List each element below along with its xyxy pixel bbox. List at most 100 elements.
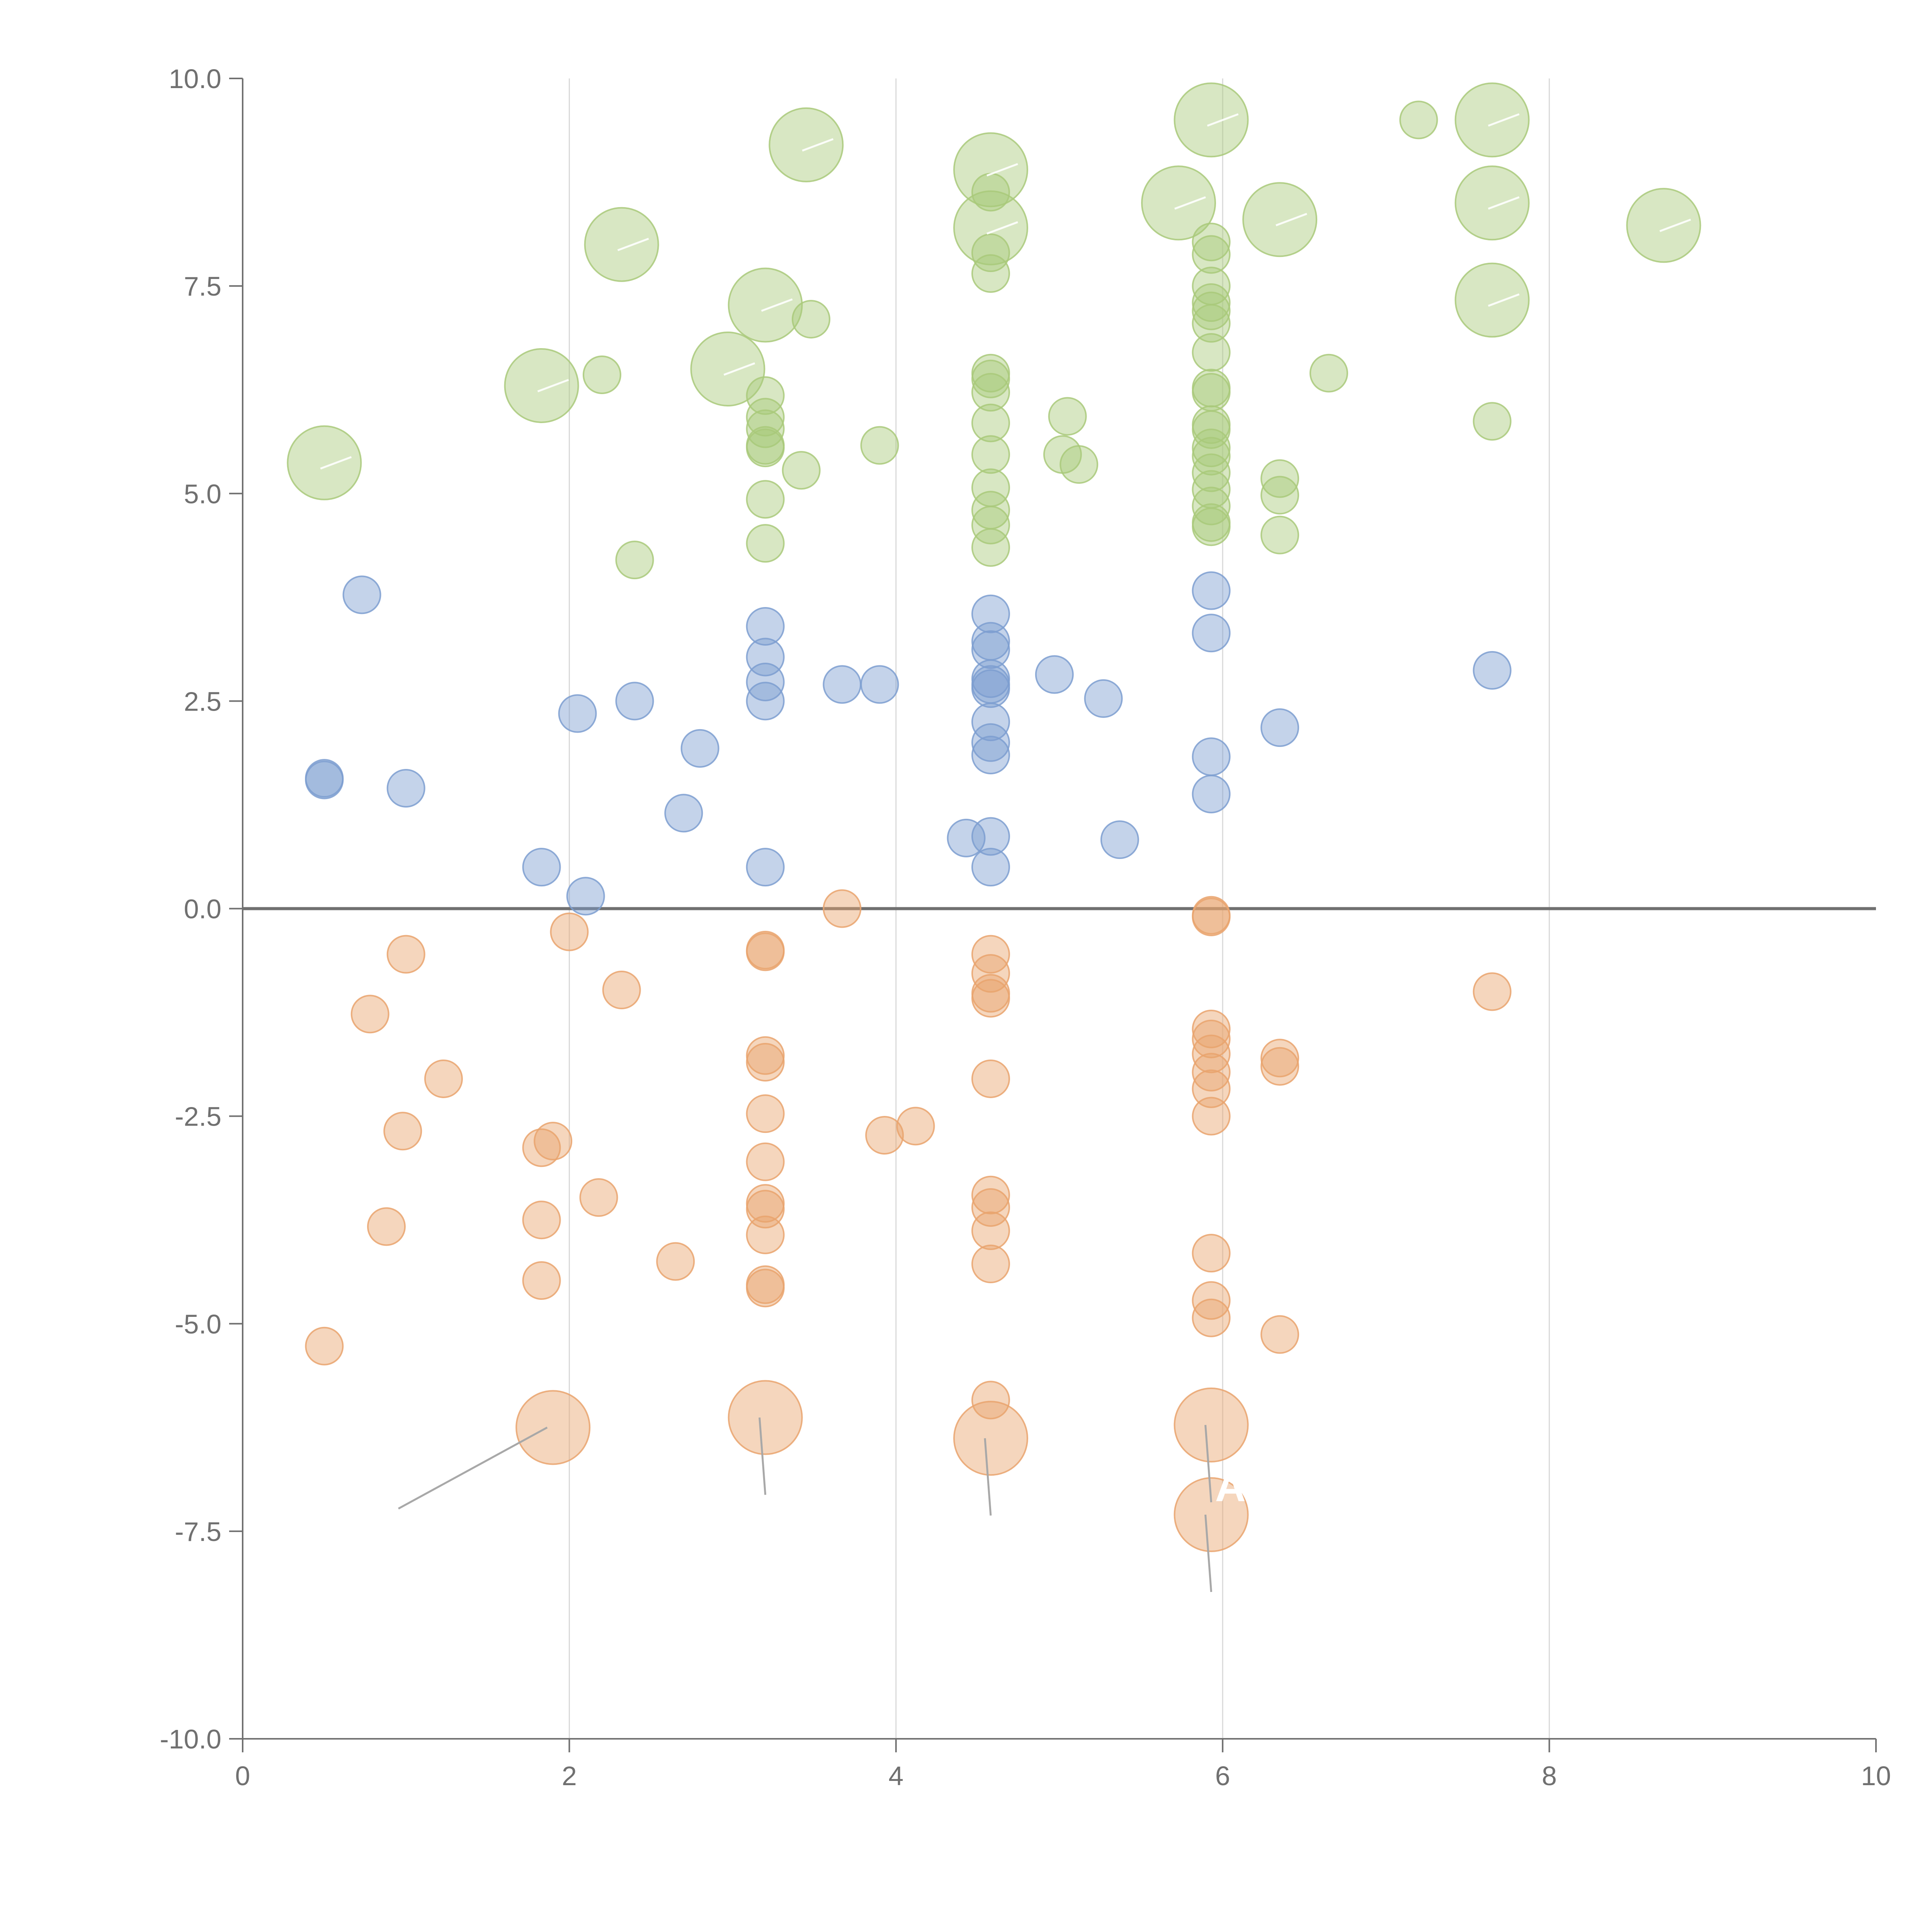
- y-tick-label: -2.5: [175, 1102, 221, 1132]
- green-bubble: [971, 233, 1010, 272]
- leader-line: [1174, 196, 1206, 210]
- orange-bubble: [746, 1184, 785, 1223]
- green-bubble: [1192, 291, 1231, 330]
- green-bubble: [1192, 507, 1231, 546]
- leader-line: [1488, 196, 1520, 210]
- point-label: A: [1215, 1463, 1246, 1510]
- orange-bubble: [386, 935, 425, 974]
- blue-bubble: [746, 682, 785, 721]
- green-bubble: [287, 425, 362, 500]
- green-bubble: [1192, 453, 1231, 492]
- axes: 0 2 4 6 8 10 -10.0 -7.5 -5.0 -2.5 0.0 2.5 5.0 7.5 10.0: [160, 64, 1891, 1791]
- green-bubble: [1192, 486, 1231, 526]
- blue-bubble: [971, 594, 1010, 633]
- x-tick-label: 8: [1542, 1761, 1557, 1791]
- orange-bubble: [971, 1188, 1010, 1227]
- green-bubble: [746, 524, 785, 563]
- orange-bubble: [534, 1122, 573, 1161]
- blue-bubble: [971, 702, 1010, 742]
- orange-bubble: [1173, 1387, 1249, 1463]
- orange-bubble: [971, 1245, 1010, 1284]
- orange-bubble: [579, 1178, 618, 1217]
- y-tick-label: -7.5: [175, 1517, 221, 1547]
- orange-bubble: [522, 1128, 561, 1167]
- leader-line: [1488, 113, 1520, 127]
- orange-bubble: [953, 1401, 1028, 1476]
- blue-bubble: [566, 877, 605, 916]
- orange-bubble: [746, 1043, 785, 1082]
- green-bubble: [1192, 223, 1231, 262]
- green-bubble: [971, 435, 1010, 474]
- blue-bubble: [971, 723, 1010, 762]
- blue-bubble: [971, 817, 1010, 856]
- orange-bubble: [1192, 1053, 1231, 1092]
- green-bubble: [953, 190, 1028, 265]
- green-bubble: [1626, 188, 1701, 263]
- orange-bubble: [367, 1207, 406, 1246]
- blue-bubble: [1473, 651, 1512, 690]
- blue-bubble: [971, 630, 1010, 669]
- orange-bubble: [1173, 1477, 1249, 1552]
- orange-bubble: [383, 1112, 422, 1151]
- leader-line: [1488, 293, 1520, 307]
- green-bubble: [1399, 100, 1438, 139]
- green-bubble: [860, 426, 899, 465]
- orange-bubble: [424, 1059, 463, 1098]
- green-bubble: [1192, 304, 1231, 343]
- x-tick-label: 2: [562, 1761, 577, 1791]
- orange-bubble: [522, 1261, 561, 1300]
- green-bubble: [746, 480, 785, 519]
- green-bubble: [1192, 333, 1231, 372]
- y-tick-label: 10.0: [169, 64, 221, 94]
- green-bubble: [1192, 235, 1231, 274]
- blue-bubble: [860, 665, 899, 704]
- orange-bubble: [1192, 1069, 1231, 1108]
- green-bubble: [1454, 82, 1530, 158]
- y-tick-label: 0.0: [184, 894, 221, 924]
- green-bubble: [1192, 283, 1231, 322]
- leader-line: [537, 379, 569, 393]
- leader-line: [398, 1427, 548, 1510]
- leader-line: [759, 1417, 767, 1495]
- orange-bubble: [1473, 972, 1512, 1011]
- green-bubble: [690, 331, 765, 406]
- green-bubble: [582, 355, 621, 395]
- green-bubble: [782, 451, 821, 490]
- orange-bubble: [823, 889, 862, 928]
- orange-bubble: [1260, 1315, 1299, 1354]
- orange-bubble: [1192, 1298, 1231, 1337]
- green-bubble: [1173, 82, 1249, 158]
- green-bubble: [746, 429, 785, 468]
- green-bubble: [584, 207, 659, 282]
- orange-bubble: [550, 912, 589, 951]
- orange-bubble: [1192, 1281, 1231, 1320]
- leader-line: [802, 138, 834, 152]
- blue-bubble: [615, 682, 654, 721]
- green-bubble: [1260, 476, 1299, 515]
- green-bubble: [971, 254, 1010, 293]
- green-bubble: [746, 376, 785, 415]
- orange-bubble: [971, 1381, 1010, 1420]
- blue-bubble: [1100, 820, 1139, 859]
- y-tick-label: -5.0: [175, 1309, 221, 1339]
- leader-line: [1204, 1425, 1213, 1503]
- leader-lines: [320, 113, 1691, 1592]
- y-tick-label: 7.5: [184, 271, 221, 301]
- blue-bubble: [305, 759, 344, 798]
- orange-bubble: [746, 1269, 785, 1308]
- blue-bubble: [971, 848, 1010, 887]
- orange-bubble: [746, 1142, 785, 1181]
- green-bubble: [746, 398, 785, 437]
- blue-bubble: [746, 848, 785, 887]
- orange-bubble: [515, 1390, 591, 1465]
- orange-bubble: [896, 1107, 935, 1146]
- blue-bubble: [680, 729, 719, 768]
- leader-line: [984, 1438, 992, 1516]
- green-bubble: [1309, 354, 1348, 393]
- orange-bubble: [746, 1215, 785, 1254]
- orange-bubble: [746, 1094, 785, 1133]
- blue-bubble: [1192, 775, 1231, 814]
- green-bubble: [769, 107, 844, 182]
- x-tick-label: 6: [1215, 1761, 1230, 1791]
